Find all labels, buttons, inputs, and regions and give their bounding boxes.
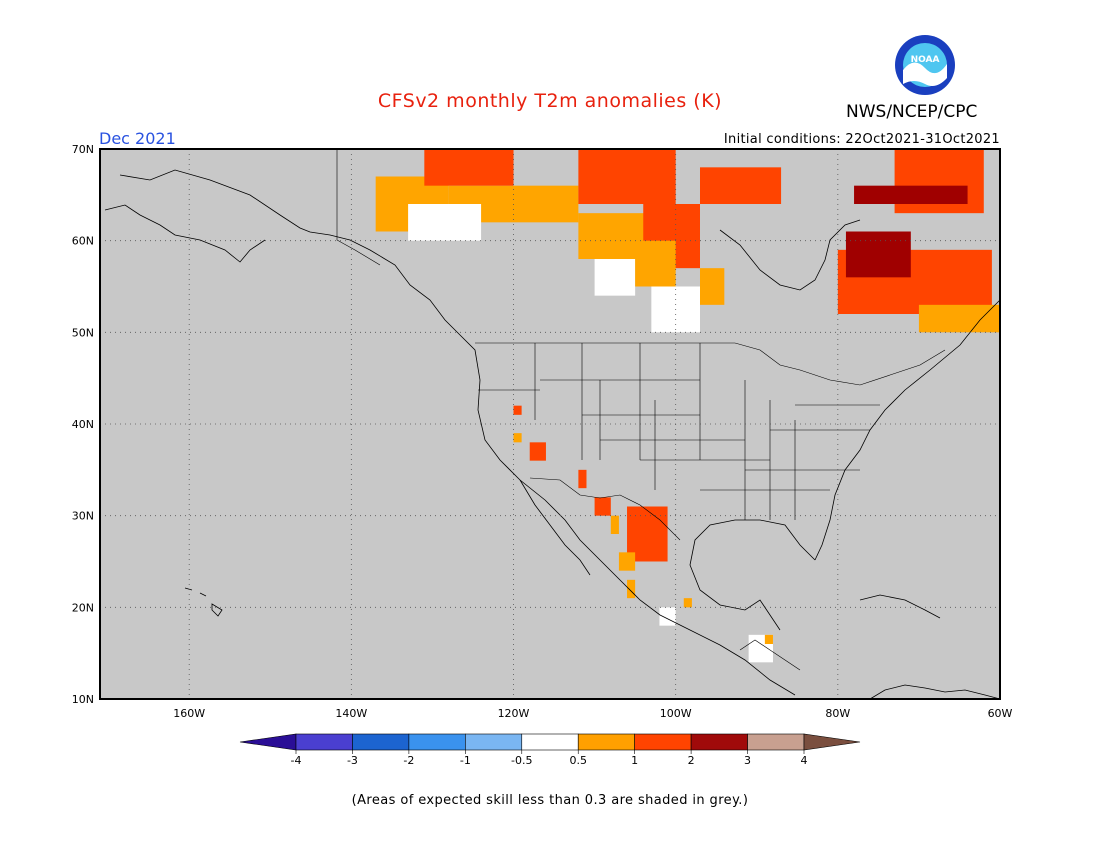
initial-conditions: Initial conditions: 22Oct2021-31Oct2021 [723, 132, 1000, 147]
alaska-coastline [104, 204, 266, 263]
colorbar-bin [352, 733, 410, 751]
anomaly-region [918, 304, 1000, 333]
anomaly-region [700, 268, 725, 305]
anomaly-region [627, 579, 636, 599]
anomaly-region [578, 469, 587, 489]
map-border [99, 148, 1001, 700]
colorbar-bin [408, 733, 466, 751]
colorbar-label: -4 [291, 754, 302, 767]
south-america-coastline [869, 684, 1001, 700]
cuba-coastline [859, 594, 941, 619]
us-mexico-border [529, 477, 681, 541]
colorbar-bin [465, 733, 523, 751]
us-canada-border [475, 342, 946, 386]
anomaly-regions [375, 149, 1000, 663]
anomaly-region [513, 405, 522, 415]
colorbar-bin [747, 733, 805, 751]
colorbar-bin [295, 733, 353, 751]
latitude-label: 70N [72, 143, 94, 156]
colorbar-bin [803, 733, 861, 751]
colorbar-label: -2 [403, 754, 414, 767]
anomaly-region [635, 240, 676, 287]
forecast-period: Dec 2021 [99, 129, 176, 148]
noaa-logo-icon: NOAA [895, 35, 955, 95]
anomaly-region [700, 167, 782, 204]
colorbar-label: -0.5 [511, 754, 532, 767]
map-frame: 70N 60N 50N 40N 30N 20N 10N 160W 140W 120W 100W 80… [72, 143, 1013, 720]
longitude-label: 100W [660, 707, 692, 720]
latitude-label: 20N [72, 601, 94, 614]
baja-coastline [519, 479, 591, 576]
anomaly-region [845, 231, 911, 278]
colorbar-label: -1 [460, 754, 471, 767]
colorbar-label: 1 [631, 754, 638, 767]
anomaly-region [764, 634, 773, 644]
colorbar-bin [577, 733, 635, 751]
colorbar-bin [239, 733, 297, 751]
colorbar-bin [634, 733, 692, 751]
colorbar-label: 3 [744, 754, 751, 767]
logo-text: NOAA [911, 55, 940, 65]
alaska-canada-border [336, 149, 381, 266]
longitude-label: 120W [498, 707, 530, 720]
latitude-labels: 70N 60N 50N 40N 30N 20N 10N [72, 143, 94, 706]
colorbar-bin [521, 733, 579, 751]
anomaly-region [618, 552, 636, 571]
latitude-label: 60N [72, 235, 94, 248]
central-america-borders [739, 639, 801, 671]
anomaly-region [610, 515, 619, 534]
colorbar-label: -3 [347, 754, 358, 767]
graticule [100, 149, 1000, 699]
colorbar-label: 2 [688, 754, 695, 767]
hawaii-coastline [184, 587, 223, 617]
gulf-coastline [689, 519, 816, 631]
latitude-label: 50N [72, 326, 94, 339]
longitude-label: 80W [825, 707, 850, 720]
agency-label: NWS/NCEP/CPC [846, 102, 978, 122]
anomaly-region [529, 442, 546, 461]
longitude-labels: 160W 140W 120W 100W 80W 60W [173, 707, 1012, 720]
anomaly-region [594, 497, 611, 516]
anomaly-region [578, 149, 676, 204]
page-title: CFSv2 monthly T2m anomalies (K) [377, 90, 723, 112]
latitude-label: 10N [72, 693, 94, 706]
longitude-label: 160W [173, 707, 205, 720]
longitude-label: 60W [988, 707, 1013, 720]
skill-note: (Areas of expected skill less than 0.3 a… [351, 793, 749, 808]
anomaly-region [854, 185, 968, 204]
colorbar-label: 0.5 [569, 754, 587, 767]
latitude-label: 40N [72, 418, 94, 431]
colorbar-label: 4 [801, 754, 808, 767]
hudson-bay-coastline [719, 219, 861, 291]
anomaly-region [683, 598, 692, 608]
colorbar-bin [690, 733, 748, 751]
latitude-label: 30N [72, 510, 94, 523]
colorbar: -4 -3 -2 -1 -0.5 0.5 1 2 3 4 [239, 733, 861, 767]
anomaly-region [408, 204, 482, 241]
anomaly-region [424, 149, 514, 186]
longitude-label: 140W [335, 707, 367, 720]
anomaly-region [513, 433, 522, 443]
anomaly-region [659, 607, 676, 626]
